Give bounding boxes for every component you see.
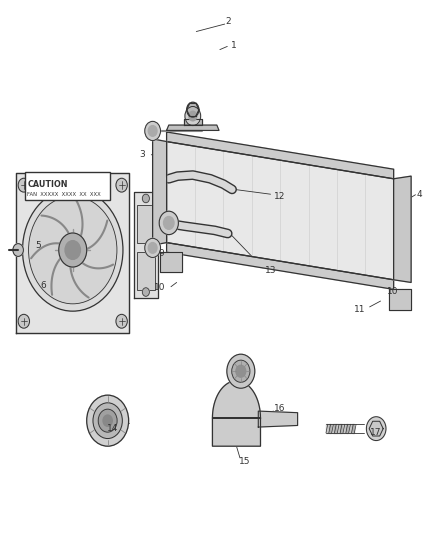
Text: CAUTION: CAUTION xyxy=(28,180,68,189)
Circle shape xyxy=(116,314,127,328)
Circle shape xyxy=(185,107,201,126)
Polygon shape xyxy=(166,142,394,280)
Circle shape xyxy=(367,417,386,441)
Polygon shape xyxy=(335,424,337,433)
Circle shape xyxy=(163,216,174,229)
Bar xyxy=(137,205,155,243)
Polygon shape xyxy=(184,119,201,125)
Polygon shape xyxy=(329,424,331,433)
Polygon shape xyxy=(389,289,411,310)
Polygon shape xyxy=(134,192,158,298)
Text: 4: 4 xyxy=(416,190,422,199)
Circle shape xyxy=(159,211,178,235)
Polygon shape xyxy=(349,424,351,433)
Polygon shape xyxy=(332,424,334,433)
Text: 14: 14 xyxy=(107,424,119,433)
Circle shape xyxy=(13,244,23,256)
Circle shape xyxy=(103,415,112,426)
Circle shape xyxy=(18,314,29,328)
Circle shape xyxy=(236,365,246,377)
Polygon shape xyxy=(166,132,394,179)
Polygon shape xyxy=(326,424,328,433)
Polygon shape xyxy=(258,411,297,427)
Circle shape xyxy=(187,102,199,117)
Text: 16: 16 xyxy=(273,405,285,414)
Circle shape xyxy=(59,233,87,267)
Text: 3: 3 xyxy=(140,150,145,159)
Circle shape xyxy=(148,243,157,253)
Text: 12: 12 xyxy=(275,192,286,201)
Circle shape xyxy=(116,178,127,192)
Polygon shape xyxy=(352,424,354,433)
Polygon shape xyxy=(212,381,261,446)
Polygon shape xyxy=(369,421,383,436)
Polygon shape xyxy=(166,243,394,289)
Polygon shape xyxy=(160,252,182,272)
Circle shape xyxy=(142,288,149,296)
Circle shape xyxy=(98,409,117,432)
Circle shape xyxy=(232,360,250,382)
Circle shape xyxy=(148,126,157,136)
Circle shape xyxy=(65,241,81,260)
Circle shape xyxy=(93,403,122,439)
Circle shape xyxy=(87,395,129,446)
Circle shape xyxy=(227,354,255,388)
Circle shape xyxy=(145,238,160,257)
Polygon shape xyxy=(343,424,345,433)
Bar xyxy=(25,172,110,200)
Polygon shape xyxy=(166,125,219,131)
Text: 10: 10 xyxy=(387,287,398,296)
Text: FAN  XXXXX  XXXX  XX  XXX: FAN XXXXX XXXX XX XXX xyxy=(27,192,101,197)
Polygon shape xyxy=(337,424,339,433)
Text: 13: 13 xyxy=(265,266,276,275)
Text: 10: 10 xyxy=(154,283,166,292)
Polygon shape xyxy=(16,173,130,333)
Text: 11: 11 xyxy=(354,304,365,313)
Text: 9: 9 xyxy=(158,249,164,258)
Bar xyxy=(64,240,81,260)
Circle shape xyxy=(18,178,29,192)
Polygon shape xyxy=(152,139,166,245)
Circle shape xyxy=(22,189,123,311)
Circle shape xyxy=(145,122,160,141)
Bar xyxy=(137,252,155,290)
Text: 6: 6 xyxy=(40,280,46,289)
Text: 1: 1 xyxy=(231,42,237,51)
Circle shape xyxy=(189,111,197,121)
Polygon shape xyxy=(346,424,348,433)
Circle shape xyxy=(28,196,117,304)
Polygon shape xyxy=(394,176,411,282)
Text: 17: 17 xyxy=(370,428,381,437)
Text: 15: 15 xyxy=(239,457,250,466)
Text: 5: 5 xyxy=(35,241,41,250)
Text: 2: 2 xyxy=(226,18,231,27)
Circle shape xyxy=(142,194,149,203)
Polygon shape xyxy=(340,424,343,433)
